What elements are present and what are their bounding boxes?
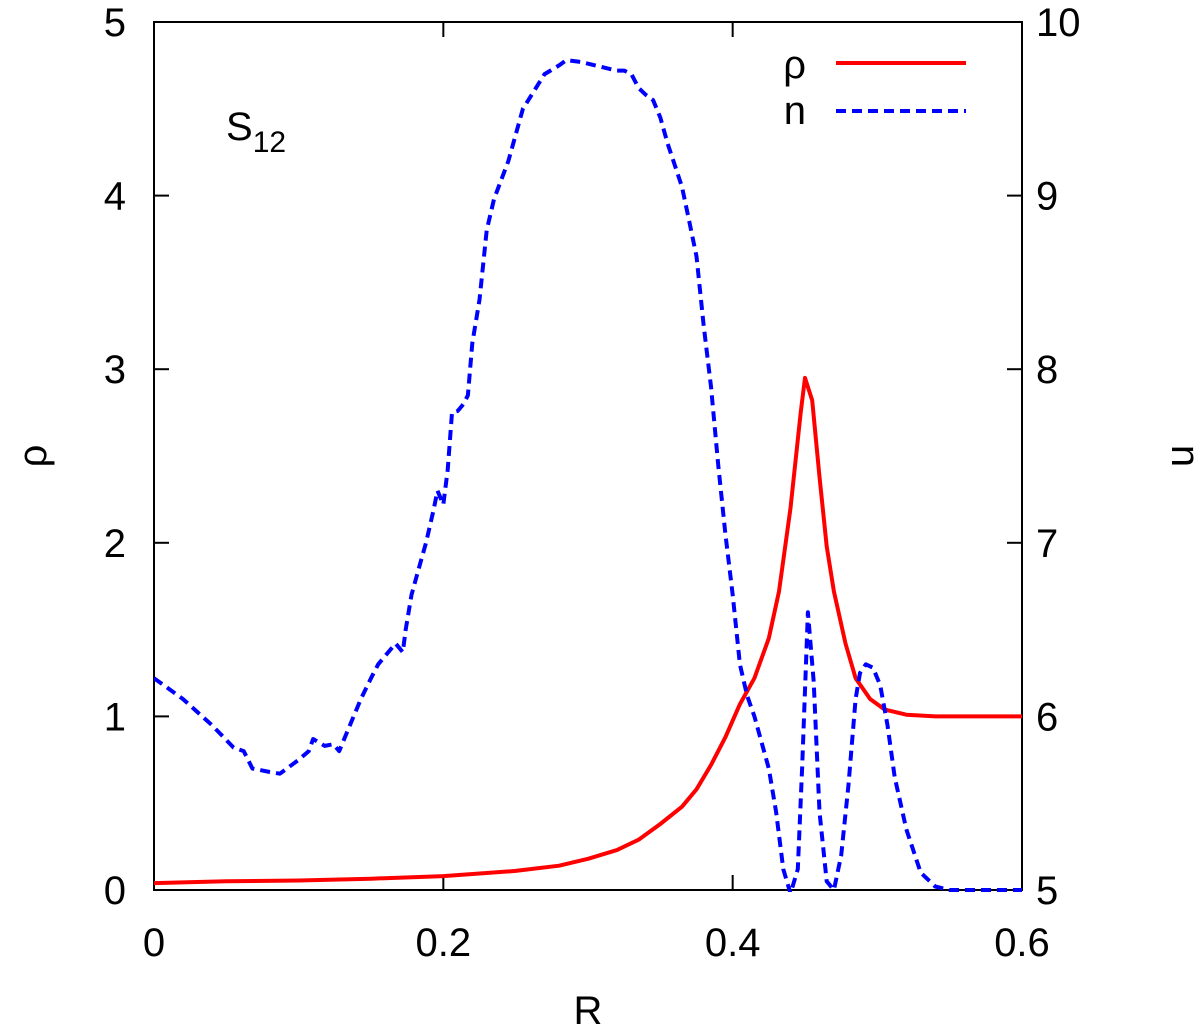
x-tick-label: 0.6 (994, 921, 1050, 965)
right-y-tick-label: 8 (1036, 348, 1058, 392)
plot-frame (153, 21, 1023, 891)
annotation-subscript: 12 (253, 126, 286, 159)
left-y-axis-title: ρ (11, 445, 55, 468)
legend-label-n: n (784, 89, 806, 133)
left-y-tick-label: 1 (104, 695, 126, 739)
right-y-tick-label: 10 (1036, 1, 1081, 45)
legend-label-rho: ρ (783, 43, 806, 87)
x-tick-label: 0.2 (416, 921, 472, 965)
left-y-axis: 0 1 2 3 4 5 (104, 1, 169, 913)
x-axis: 0 0.2 0.4 0.6 (143, 22, 1050, 965)
x-axis-title: R (574, 989, 603, 1028)
right-y-tick-label: 5 (1036, 869, 1058, 913)
series-layer (154, 58, 1022, 892)
left-y-tick-label: 5 (104, 1, 126, 45)
x-tick-label: 0 (143, 921, 165, 965)
right-y-axis-title: n (1163, 445, 1200, 467)
right-y-tick-label: 9 (1036, 175, 1058, 219)
left-y-tick-label: 4 (104, 175, 126, 219)
legend: ρ n (783, 43, 966, 133)
x-tick-label: 0.4 (705, 921, 761, 965)
right-y-axis: 5 6 7 8 9 10 (1007, 1, 1081, 913)
right-y-tick-label: 6 (1036, 695, 1058, 739)
annotation-main: S (226, 105, 253, 149)
right-y-tick-label: 7 (1036, 522, 1058, 566)
series-line-rho (154, 375, 1022, 886)
left-y-tick-label: 3 (104, 348, 126, 392)
plot-annotation: S12 (226, 105, 286, 159)
series-line-n (154, 58, 1022, 892)
left-y-tick-label: 2 (104, 522, 126, 566)
left-y-tick-label: 0 (104, 869, 126, 913)
